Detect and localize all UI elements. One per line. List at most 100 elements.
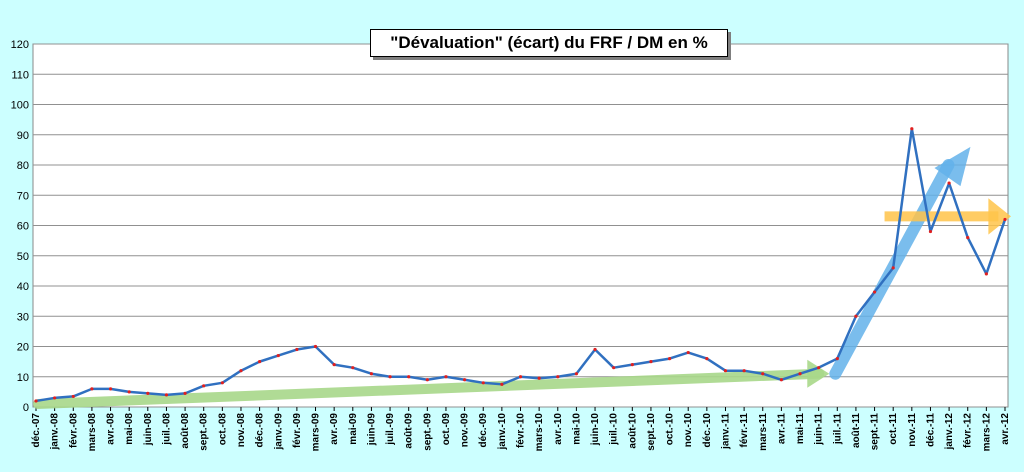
x-tick-label: juil.-10 <box>609 413 620 446</box>
x-tick-label: nov.-10 <box>683 413 694 448</box>
x-tick-label: déc.-08 <box>255 413 266 448</box>
y-tick-label: 80 <box>17 160 29 172</box>
y-tick-label: 20 <box>17 342 29 354</box>
data-point <box>966 236 970 240</box>
data-point <box>723 369 728 373</box>
x-tick-label: déc.-11 <box>925 413 936 447</box>
data-point <box>276 353 280 358</box>
x-axis: déc.-07 janv.-08 févr.-08 mars-08 avr.-08 mai… <box>31 407 1011 451</box>
x-tick-label: oct.-08 <box>217 413 228 446</box>
x-tick-label: août-08 <box>180 413 191 449</box>
x-tick-label: mai-11 <box>795 413 806 445</box>
x-tick-label: avr.-08 <box>106 413 117 445</box>
data-point <box>537 376 541 380</box>
x-tick-label: sept.-09 <box>422 413 433 451</box>
data-point <box>127 390 131 394</box>
data-point <box>500 382 504 386</box>
data-point <box>462 378 467 382</box>
x-tick-label: mai-10 <box>571 413 582 445</box>
x-tick-label: févr.-12 <box>963 413 974 448</box>
data-point <box>574 372 579 376</box>
y-axis: 0 10 20 30 40 50 60 70 80 90 100 110 120 <box>11 39 29 414</box>
x-tick-label: sept.-10 <box>646 413 657 451</box>
x-tick-label: févr.-11 <box>739 413 750 448</box>
data-point <box>1003 217 1007 222</box>
data-point <box>71 394 75 399</box>
data-point <box>518 375 523 379</box>
data-point <box>388 375 392 379</box>
data-point <box>164 393 169 397</box>
data-point <box>34 399 38 403</box>
data-point <box>705 357 709 361</box>
data-point <box>835 357 839 361</box>
x-tick-label: févr.-08 <box>68 413 79 448</box>
green-trend-arrow <box>33 368 825 409</box>
y-tick-label: 10 <box>17 372 29 384</box>
x-tick-label: juin-08 <box>143 413 154 447</box>
data-point <box>425 378 429 382</box>
data-point <box>928 229 933 234</box>
data-point <box>183 391 187 395</box>
data-point <box>90 387 94 391</box>
data-point <box>313 344 318 349</box>
x-tick-label: déc.-10 <box>702 413 713 448</box>
data-point <box>407 375 411 379</box>
x-tick-label: janv.-08 <box>50 413 61 451</box>
x-tick-label: août-09 <box>404 413 415 449</box>
data-point <box>556 375 560 379</box>
x-tick-label: août-11 <box>851 413 862 448</box>
data-point <box>444 375 448 379</box>
data-point <box>146 391 150 395</box>
x-tick-label: févr.-10 <box>516 413 527 448</box>
data-point <box>984 272 988 276</box>
data-point <box>612 366 616 370</box>
data-point <box>351 366 355 370</box>
data-point <box>630 363 634 367</box>
x-tick-label: mai-09 <box>348 413 359 445</box>
grid-lines <box>33 43 1008 408</box>
data-point <box>53 396 57 400</box>
x-tick-label: avr.-10 <box>553 413 564 445</box>
y-tick-label: 70 <box>17 190 29 202</box>
x-tick-label: nov.-09 <box>460 413 471 448</box>
y-tick-label: 50 <box>17 251 29 263</box>
x-tick-label: sept.-11 <box>870 413 881 451</box>
y-tick-label: 100 <box>11 100 29 112</box>
data-point <box>891 266 895 270</box>
x-tick-label: juil.-11 <box>832 413 843 446</box>
x-tick-label: janv.-09 <box>273 413 284 451</box>
x-tick-label: juil.-08 <box>161 413 172 446</box>
x-tick-label: mars-11 <box>758 413 769 451</box>
data-point <box>947 181 951 185</box>
data-point <box>872 290 877 294</box>
x-tick-label: oct.-10 <box>665 413 676 446</box>
chart-title: "Dévaluation" (écart) du FRF / DM en % <box>370 29 728 57</box>
x-tick-label: mars-10 <box>534 413 545 452</box>
x-tick-label: mars-12 <box>981 413 992 452</box>
x-tick-label: nov.-11 <box>907 413 918 447</box>
x-tick-label: juin-11 <box>814 413 825 446</box>
x-tick-label: janv.-11 <box>720 413 731 450</box>
x-tick-label: juin-09 <box>366 413 377 447</box>
data-point <box>817 366 821 370</box>
y-tick-label: 110 <box>11 69 29 81</box>
x-tick-label: févr.-09 <box>292 413 303 448</box>
data-point <box>798 372 802 376</box>
blue-arrow-head <box>934 146 971 187</box>
data-point <box>369 372 374 376</box>
data-point <box>686 350 690 355</box>
x-tick-label: avr.-09 <box>329 413 340 445</box>
x-tick-label: janv.-10 <box>497 413 508 451</box>
x-tick-label: juin-10 <box>590 413 601 447</box>
data-point <box>108 387 113 391</box>
data-point <box>593 347 597 352</box>
data-point <box>649 360 653 364</box>
data-point <box>295 347 299 352</box>
x-tick-label: avr.-11 <box>776 413 787 445</box>
x-tick-label: sept.-08 <box>199 413 210 451</box>
y-tick-label: 90 <box>17 130 29 142</box>
series-layer <box>34 127 1007 403</box>
y-tick-label: 120 <box>11 39 29 51</box>
data-point <box>220 381 224 385</box>
